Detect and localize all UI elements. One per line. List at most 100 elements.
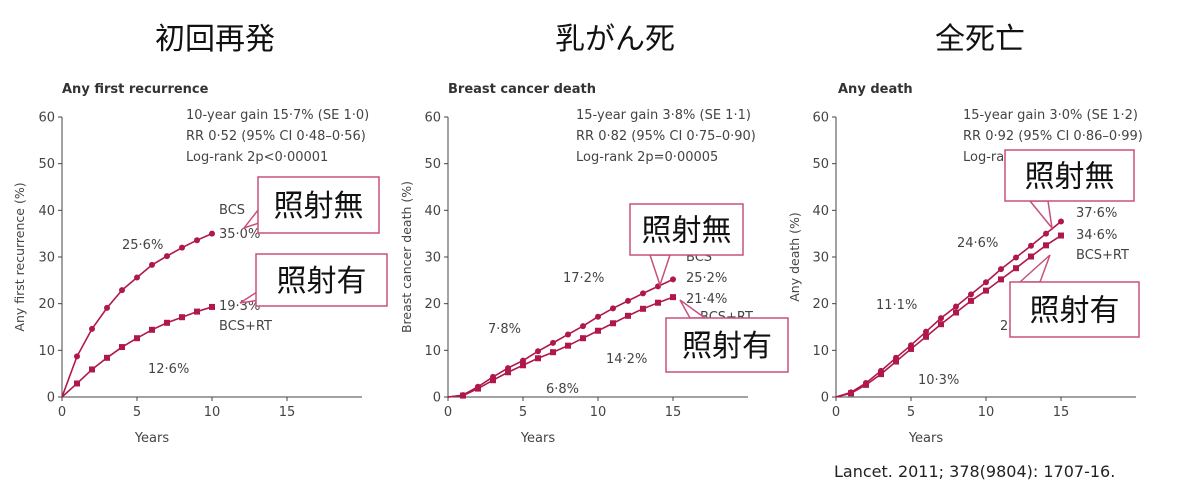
chart-title: Any first recurrence — [62, 82, 209, 97]
data-point — [878, 371, 884, 378]
series-line-bcs — [835, 220, 1062, 398]
callout-box — [1009, 281, 1140, 338]
stats-line: 15-year gain 3·0% (SE 1·2) — [963, 108, 1138, 123]
x-tick-label: 15 — [665, 405, 682, 420]
data-point — [625, 312, 631, 319]
x-tick-label: 10 — [978, 405, 995, 420]
data-point — [595, 327, 601, 334]
series-name-label: BCS+RT — [219, 319, 272, 334]
callout-box — [257, 176, 380, 234]
data-label: 34·6% — [1076, 228, 1117, 243]
y-tick-label: 50 — [812, 157, 829, 172]
callout-box — [629, 203, 744, 256]
callout-box — [665, 317, 789, 373]
data-point — [460, 392, 466, 399]
x-tick-label: 0 — [58, 405, 66, 420]
data-point — [89, 325, 95, 332]
callout-box — [1004, 149, 1135, 202]
y-axis-label: Any death (%) — [787, 212, 802, 302]
data-point — [104, 354, 110, 361]
data-label: 24·6% — [957, 236, 998, 251]
data-point — [149, 326, 155, 333]
data-point — [640, 290, 646, 297]
callout-box — [255, 253, 388, 307]
y-tick-label: 40 — [812, 204, 829, 219]
x-axis-label: Years — [520, 431, 556, 446]
y-tick-label: 0 — [433, 391, 441, 406]
data-point — [550, 349, 556, 356]
data-point — [535, 355, 541, 362]
data-point — [848, 390, 854, 397]
data-point — [149, 261, 155, 268]
y-tick-label: 30 — [38, 251, 55, 266]
data-label: 14·2% — [606, 352, 647, 367]
stats-line: Log-rank 2p=0·00005 — [576, 150, 718, 165]
y-tick-label: 40 — [38, 204, 55, 219]
data-point — [520, 357, 526, 364]
stats-line: RR 0·52 (95% CI 0·48–0·56) — [186, 129, 366, 144]
callout-label: 照射無 — [1025, 160, 1115, 195]
data-point — [953, 303, 959, 310]
y-tick-label: 60 — [812, 111, 829, 126]
data-point — [908, 345, 914, 352]
data-point — [610, 305, 616, 312]
y-tick-label: 0 — [821, 391, 829, 406]
data-point — [953, 309, 959, 316]
data-point — [938, 321, 944, 328]
callout-label: 照射有 — [682, 329, 772, 364]
data-point — [505, 369, 511, 376]
y-tick-label: 60 — [424, 111, 441, 126]
x-tick-label: 5 — [907, 405, 915, 420]
series-name-label: BCS — [219, 203, 245, 218]
data-label: 17·2% — [563, 271, 604, 286]
series-line-bcs-rt — [835, 234, 1062, 398]
y-tick-label: 10 — [38, 344, 55, 359]
data-label: 35·0% — [219, 227, 260, 242]
x-tick-label: 5 — [133, 405, 141, 420]
data-point — [164, 319, 170, 326]
x-axis-label: Years — [134, 431, 170, 446]
data-point — [209, 303, 215, 310]
data-point — [565, 342, 571, 349]
data-point — [1043, 242, 1049, 249]
heading-any-death: 全死亡 — [935, 22, 1025, 57]
data-point — [863, 381, 869, 388]
data-point — [938, 315, 944, 322]
citation: Lancet. 2011; 378(9804): 1707-16. — [834, 462, 1116, 481]
y-tick-label: 50 — [424, 157, 441, 172]
data-point — [1028, 242, 1034, 249]
data-point — [1013, 265, 1019, 272]
data-point — [134, 335, 140, 342]
data-point — [670, 276, 676, 283]
data-point — [580, 335, 586, 342]
heading-first-recurrence: 初回再発 — [155, 22, 275, 57]
stats-line: Log-rank 2p<0·00001 — [186, 150, 328, 165]
data-point — [535, 348, 541, 355]
callout-pointer — [1018, 254, 1051, 283]
data-point — [490, 377, 496, 384]
data-point — [179, 314, 185, 321]
series-line-bcs-rt — [447, 296, 674, 398]
data-point — [983, 279, 989, 286]
data-point — [670, 294, 676, 301]
data-point — [595, 313, 601, 320]
x-tick-label: 10 — [590, 405, 607, 420]
data-point — [983, 287, 989, 294]
y-tick-label: 10 — [812, 344, 829, 359]
x-axis-label: Years — [908, 431, 944, 446]
data-point — [74, 380, 80, 387]
x-tick-label: 0 — [444, 405, 452, 420]
data-point — [998, 266, 1004, 273]
y-tick-label: 10 — [424, 344, 441, 359]
data-point — [655, 299, 661, 306]
data-point — [968, 291, 974, 298]
data-label: 7·8% — [488, 322, 521, 337]
data-point — [164, 253, 170, 260]
stats-line: 15-year gain 3·8% (SE 1·1) — [576, 108, 751, 123]
data-point — [475, 385, 481, 392]
y-tick-label: 30 — [424, 251, 441, 266]
stats-line: RR 0·92 (95% CI 0·86–0·99) — [963, 129, 1143, 144]
y-tick-label: 50 — [38, 157, 55, 172]
chart-title: Any death — [838, 82, 913, 97]
